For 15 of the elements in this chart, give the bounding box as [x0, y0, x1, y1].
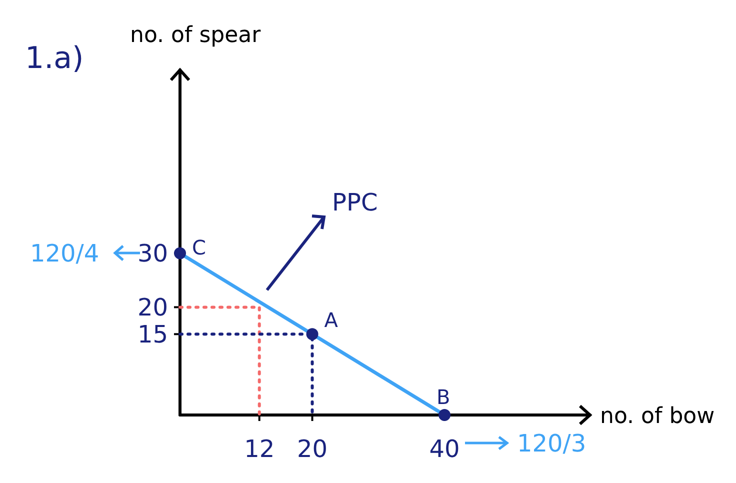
text: 120/3 — [517, 429, 586, 458]
annotation: PPC — [332, 188, 378, 216]
y-tick-label: 30 — [137, 240, 168, 268]
y-axis-title: no. of spear — [130, 23, 262, 48]
x-axis-title: no. of bow — [600, 404, 715, 429]
chart-title: 1.a) — [25, 41, 84, 76]
y-tick-label: 15 — [137, 320, 168, 349]
y-tick-label: 20 — [137, 294, 168, 322]
annotation: A — [324, 308, 338, 332]
x-tick-label: 40 — [429, 435, 460, 463]
annotation: C — [192, 235, 206, 260]
text: 120/4 — [30, 239, 100, 268]
x-tick-label: 20 — [296, 435, 328, 463]
annotation: B — [436, 385, 450, 409]
x-tick-label: 12 — [244, 435, 275, 463]
